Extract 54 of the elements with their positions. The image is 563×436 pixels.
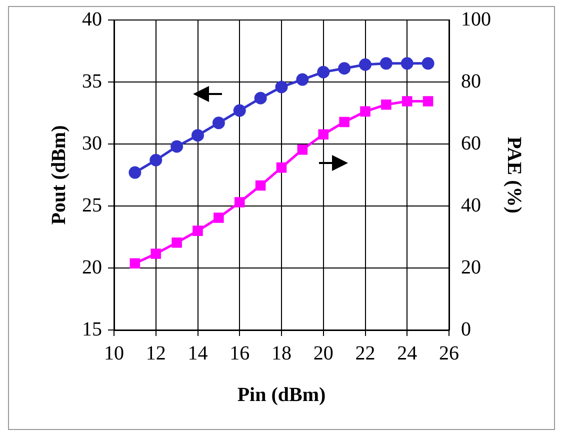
point — [255, 180, 266, 191]
point — [130, 258, 140, 268]
point — [338, 62, 351, 75]
point — [381, 99, 392, 110]
point — [192, 129, 204, 142]
point — [359, 58, 372, 71]
x-tick-label: 16 — [230, 342, 250, 364]
point — [172, 237, 182, 248]
x-tick-label: 24 — [397, 342, 418, 364]
y-tick-label: 30 — [82, 132, 102, 154]
point — [212, 116, 225, 130]
point — [192, 226, 203, 236]
point — [422, 57, 434, 70]
point — [234, 197, 245, 208]
y-axis-title: Pout (dBm) — [48, 125, 70, 225]
point — [402, 96, 412, 106]
y2-tick-label: 100 — [461, 8, 491, 30]
point — [296, 73, 309, 86]
y-tick-label: 15 — [82, 318, 102, 340]
point — [128, 166, 142, 179]
point — [150, 248, 162, 259]
point — [317, 66, 330, 78]
point — [233, 104, 246, 117]
point — [380, 57, 392, 70]
point — [276, 162, 287, 173]
y-tick-label: 20 — [82, 256, 102, 278]
y-tick-label: 35 — [82, 70, 102, 92]
point — [150, 154, 162, 166]
y2-axis-title: PAE (%) — [502, 136, 525, 214]
x-tick-label: 18 — [272, 342, 292, 364]
point — [254, 92, 267, 104]
point — [318, 129, 329, 140]
point — [297, 144, 308, 155]
point — [422, 96, 434, 106]
y2-tick-label: 40 — [461, 194, 481, 216]
x-tick-label: 22 — [355, 342, 376, 364]
point — [214, 212, 224, 223]
x-tick-label: 20 — [313, 342, 334, 364]
x-tick-label: 26 — [439, 342, 459, 364]
x-tick-label: 12 — [146, 342, 166, 364]
y2-tick-label: 80 — [461, 70, 481, 92]
y2-tick-label: 20 — [461, 256, 481, 278]
x-axis-title: Pin (dBm) — [237, 384, 326, 406]
y2-tick-label: 0 — [461, 318, 471, 340]
y-tick-label: 25 — [82, 194, 102, 216]
point — [360, 106, 370, 117]
x-tick-label: 10 — [104, 342, 124, 364]
point — [339, 116, 350, 128]
point — [170, 140, 184, 153]
y2-tick-label: 60 — [461, 132, 481, 154]
x-tick-label: 14 — [188, 342, 208, 364]
point — [275, 80, 288, 94]
y-tick-label: 40 — [82, 8, 102, 30]
point — [400, 57, 414, 70]
